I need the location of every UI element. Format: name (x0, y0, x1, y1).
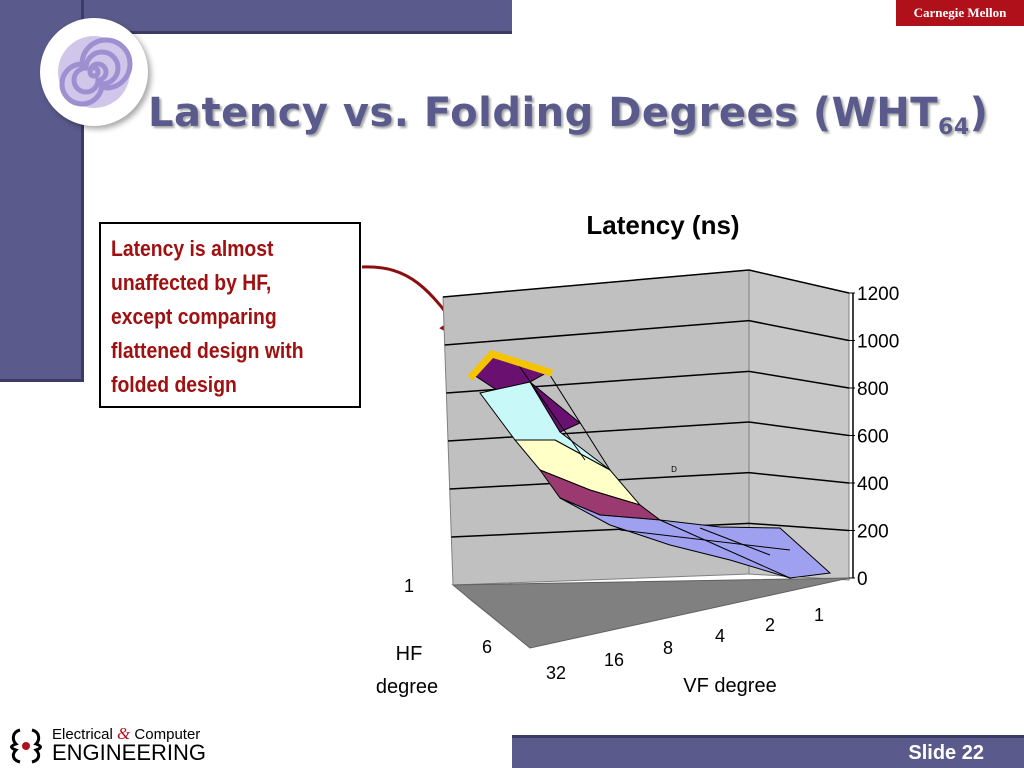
gridline (748, 370, 850, 389)
brand-badge: Carnegie Mellon (896, 0, 1024, 26)
gridline (748, 319, 850, 342)
callout-line: folded design (111, 372, 237, 397)
spiral-logo (40, 18, 148, 126)
ece-braces-icon (10, 728, 42, 764)
ece-text-electrical: Electrical (52, 726, 118, 743)
chart-annotation: D (671, 465, 677, 474)
hf-tick-label: 1 (404, 576, 414, 596)
vf-tick-label: 1 (814, 605, 824, 625)
z-tick-label: 800 (857, 379, 889, 400)
callout-line: unaffected by HF, (111, 270, 272, 295)
chart-floor-left (453, 585, 530, 648)
callout-box: Latency is almost unaffected by HF, exce… (99, 222, 361, 408)
ece-text-computer: Computer (130, 726, 201, 743)
y-axis-label-line2: degree (376, 676, 438, 698)
hf-tick-label: 6 (482, 637, 492, 657)
slide-number: Slide 22 (908, 742, 984, 764)
z-tick-label: 0 (857, 569, 868, 590)
surface-line (619, 529, 791, 551)
spiral-icon (58, 36, 133, 108)
slide-title: Latency vs. Folding Degrees (WHT64) (148, 90, 988, 140)
gridline (748, 471, 850, 484)
surface-line (659, 519, 791, 579)
title-main: Latency vs. Folding Degrees (WHT (148, 90, 939, 136)
ece-logo-line2: ENGINEERING (52, 740, 207, 765)
z-tick-label: 600 (857, 427, 889, 448)
ece-logo-line1: Electrical & Computer (52, 724, 200, 744)
y-axis-label-line1: HF (396, 643, 423, 665)
z-tick-label: 200 (857, 522, 889, 543)
surface-line (514, 359, 586, 461)
title-subscript: 64 (938, 115, 970, 140)
vf-tick-label: 2 (765, 615, 775, 635)
z-tick-label: 400 (857, 474, 889, 495)
gridline (444, 319, 750, 346)
gridline (748, 269, 850, 294)
surface-lavender-flat (559, 497, 832, 579)
x-axis-label: VF degree (683, 675, 776, 697)
gridline (442, 269, 750, 298)
gridline (748, 421, 850, 437)
z-axis: 0 200 400 600 800 1000 1200 (849, 284, 899, 590)
z-tick-label: 1000 (857, 332, 899, 353)
vf-tick-label: 32 (546, 663, 566, 683)
bottom-footer-bar: Slide 22 (512, 735, 1024, 768)
callout-line: Latency is almost (111, 236, 274, 261)
z-tick-label: 1200 (857, 284, 899, 305)
latency-surface (467, 349, 832, 579)
chart-floor (451, 577, 850, 649)
callout-line: except comparing (111, 304, 277, 329)
highlight-outline (467, 349, 554, 381)
surface-line (547, 371, 611, 471)
title-close: ) (969, 90, 989, 136)
vf-tick-label: 16 (604, 650, 624, 670)
gridline (447, 421, 750, 442)
ece-logo: Electrical & Computer ENGINEERING (6, 722, 206, 766)
chart-title: Latency (ns) (586, 210, 739, 240)
gridline (748, 522, 850, 532)
callout-line: flattened design with (111, 338, 304, 363)
surface-line (699, 527, 771, 556)
vf-tick-label: 4 (715, 626, 725, 646)
ece-text-amp: & (117, 724, 131, 743)
vf-tick-label: 8 (663, 638, 673, 658)
